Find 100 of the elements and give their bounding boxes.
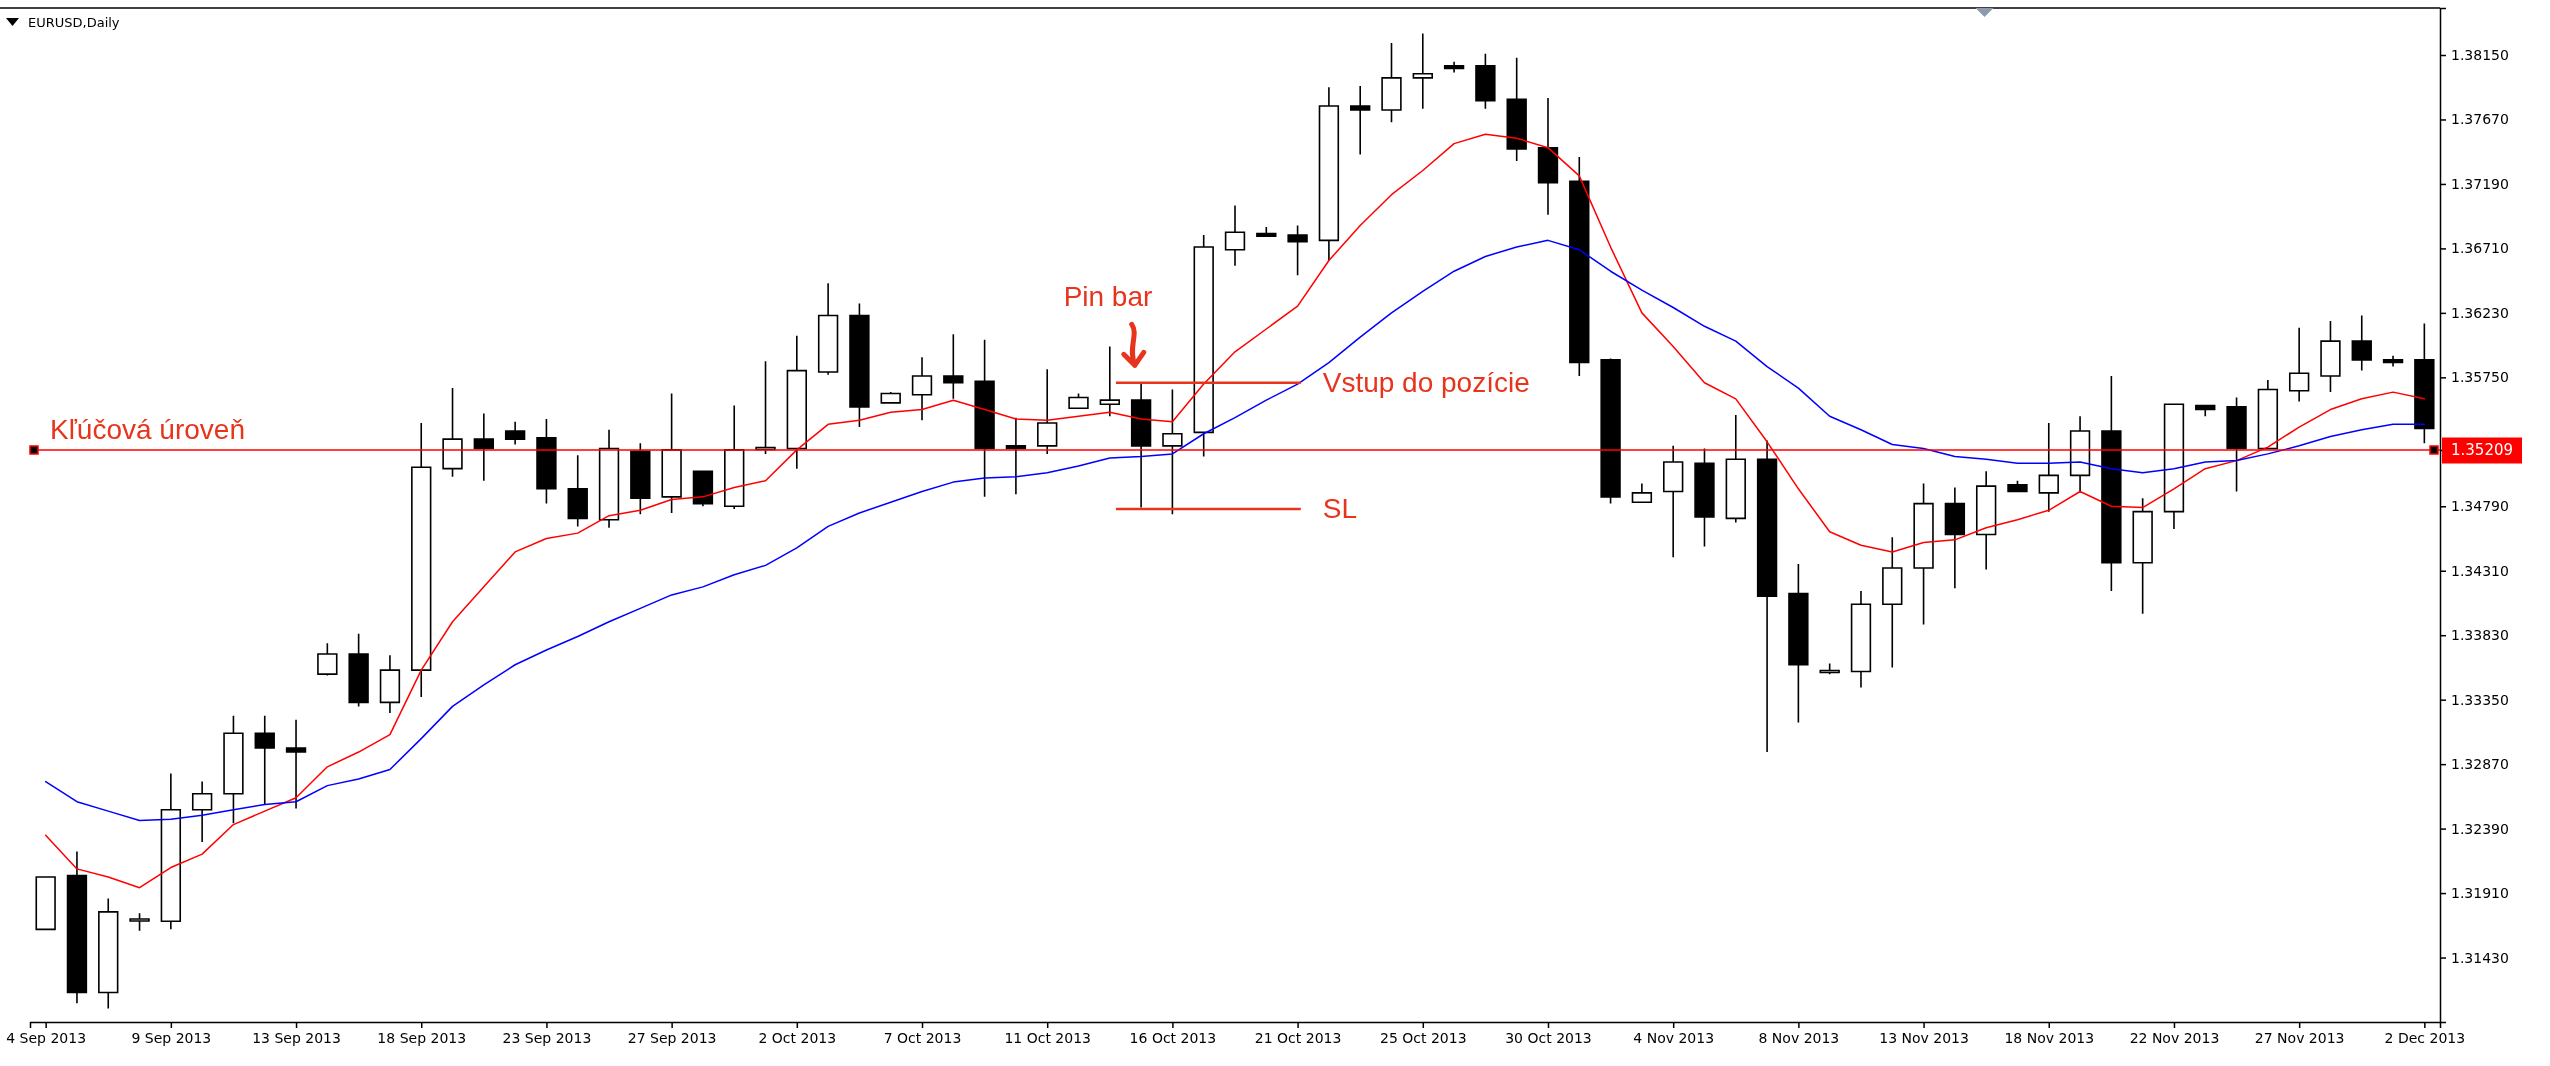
candlestick [692,470,714,508]
candlestick [2414,322,2435,444]
annotation: Pin bar [1063,280,1153,312]
x-tick-label: 27 Nov 2013 [2254,1029,2345,1046]
candlestick [817,282,839,376]
candlestick [1569,156,1590,377]
candlestick [2163,403,2185,530]
candlestick [1350,85,1371,156]
line-series [44,239,2426,822]
y-tick-label: 1.32390 [2451,820,2509,837]
x-tick-label: 4 Nov 2013 [1633,1029,1715,1046]
x-tick-label: 16 Oct 2013 [1129,1029,1217,1046]
candlestick [1130,383,1152,509]
candlestick [2101,375,2122,592]
candlestick [1850,590,1872,689]
x-tick-label: 8 Nov 2013 [1758,1029,1840,1046]
y-tick-label: 1.37190 [2451,175,2509,192]
candlestick [1725,414,1746,524]
candlestick [1037,368,1058,455]
candlestick [1662,445,1684,559]
candlestick [536,418,557,505]
ref-line-label: Kľúčová úroveň [50,414,245,445]
candlestick [1224,204,1246,267]
annotation: SL [1322,493,1357,525]
x-tick-label: 21 Oct 2013 [1254,1029,1342,1046]
x-tick-label: 22 Nov 2013 [2129,1029,2220,1046]
candlestick [661,392,682,514]
candlestick [98,897,119,1010]
candlestick [567,454,588,528]
candlestick [849,302,870,428]
candlestick [1443,60,1465,74]
candlestick [1506,56,1527,162]
y-tick-label: 1.37670 [2451,111,2509,128]
candlestick [2195,404,2216,418]
candlestick [1537,97,1559,216]
candlestick [1882,536,1903,669]
y-tick-label: 1.36230 [2451,304,2509,321]
candlestick [504,420,526,446]
candlestick [1099,345,1120,418]
candlestick [943,333,964,400]
candlestick [2351,314,2372,372]
candlestick [2257,379,2279,450]
candlestick [191,780,213,843]
candlestick [2038,422,2059,513]
candlestick [2320,320,2341,393]
candlestick [411,422,432,698]
candlestick [1913,482,1934,626]
candlestick [974,338,995,498]
candlestick [1162,388,1183,516]
x-tick-label: 30 Oct 2013 [1505,1029,1592,1046]
candlestick [1600,357,1621,505]
candlestick [880,391,901,404]
y-tick-label: 1.35750 [2451,369,2509,386]
x-tick-label: 18 Nov 2013 [2004,1029,2095,1046]
x-tick-label: 13 Nov 2013 [1879,1029,1969,1046]
candlestick [630,442,651,516]
candlestick [442,387,463,478]
annotation: Vstup do pozície [1322,367,1530,399]
candlestick [285,719,307,810]
candlestick [1475,52,1496,110]
x-tick-label: 23 Sep 2013 [502,1029,592,1046]
candlestick [473,412,495,482]
candlestick [1788,563,1809,724]
candlestick [1756,439,1778,753]
x-tick-label: 2 Oct 2013 [758,1029,837,1046]
x-tick-label: 25 Oct 2013 [1380,1029,1467,1046]
candlestick [1975,470,1997,571]
candlestick [254,714,275,806]
candlestick [786,334,808,470]
candlestick [35,876,56,931]
candlestick [1068,392,1089,410]
candlestick [1819,662,1840,675]
x-tick-label: 11 Oct 2013 [1004,1029,1091,1046]
y-tick-label: 1.34790 [2451,498,2509,515]
text: EURUSD,Daily [28,15,120,30]
x-tick-label: 7 Oct 2013 [883,1029,962,1046]
y-tick-label: 1.33830 [2451,627,2509,644]
x-tick-label: 2 Dec 2013 [2384,1029,2466,1046]
y-tick-label: 1.38150 [2451,46,2509,63]
candlestick [348,633,369,708]
x-tick-label: 18 Sep 2013 [377,1029,467,1046]
y-tick-label: 1.36710 [2451,240,2509,257]
candlestick [1944,486,1966,589]
x-tick-label: 27 Sep 2013 [627,1029,717,1046]
candlestick [1287,224,1308,277]
candlestick [2226,396,2247,493]
candlestick [66,850,88,1004]
candlestick [1193,234,1214,458]
y-tick-label: 1.31430 [2451,949,2509,966]
x-tick-label: 4 Sep 2013 [6,1029,87,1046]
candlestick [1412,32,1433,110]
candlestick [160,772,182,931]
candlestick [2382,355,2404,368]
candlestick [724,404,745,510]
candlestick [379,654,401,714]
candlestick [2069,415,2091,494]
candlestick [911,356,933,422]
x-tick-label: 13 Sep 2013 [252,1029,341,1046]
candlestick [129,912,150,932]
y-tick-label: 1.34310 [2451,562,2509,579]
